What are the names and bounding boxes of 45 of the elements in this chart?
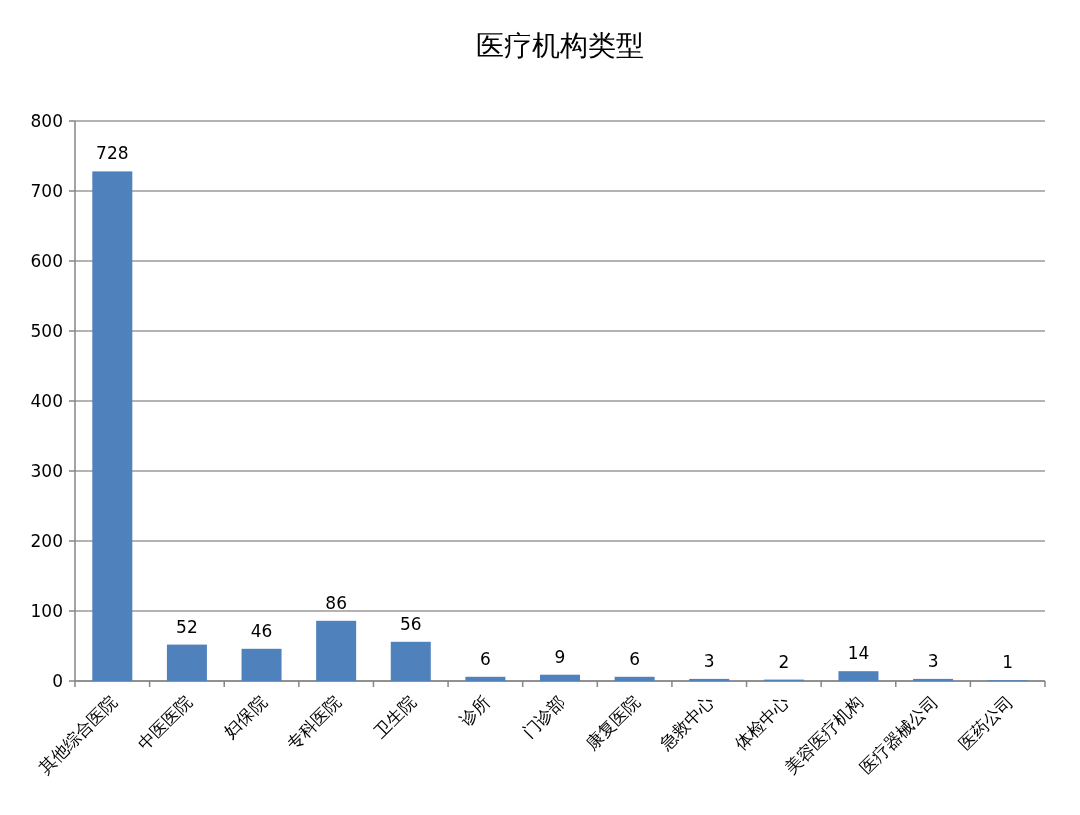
x-tick-label: 中医医院 (133, 691, 196, 754)
data-label: 6 (629, 648, 641, 669)
data-label: 3 (703, 650, 715, 671)
bar (316, 620, 357, 681)
data-label: 86 (325, 592, 347, 613)
y-tick-label: 800 (30, 111, 63, 131)
data-label: 6 (479, 648, 491, 669)
y-tick-label: 100 (30, 601, 63, 621)
x-tick-label: 卫生院 (369, 691, 420, 742)
y-tick-label: 400 (30, 391, 63, 411)
data-label: 56 (399, 613, 422, 634)
y-tick-label: 200 (30, 531, 63, 551)
x-tick-label: 康复医院 (581, 691, 644, 754)
bar (166, 644, 207, 681)
data-label: 2 (778, 651, 790, 672)
data-label: 1 (1002, 652, 1014, 673)
data-label: 9 (554, 646, 566, 667)
y-tick-label: 700 (30, 181, 63, 201)
bar (540, 674, 580, 681)
data-label: 728 (96, 143, 129, 164)
bar (614, 676, 655, 681)
x-tick-label: 诊所 (456, 691, 495, 730)
x-tick-label: 体检中心 (730, 691, 793, 754)
x-tick-label: 急救中心 (655, 691, 719, 755)
x-tick-label: 专科医院 (282, 691, 345, 754)
y-tick-label: 0 (52, 671, 63, 691)
x-tick-label: 妇保院 (220, 691, 271, 742)
y-tick-label: 300 (30, 461, 63, 481)
bar (838, 671, 879, 681)
bar (465, 676, 506, 681)
x-tick-label: 门诊部 (518, 691, 569, 742)
data-label: 46 (250, 620, 273, 641)
data-label: 3 (927, 650, 939, 671)
data-label: 52 (176, 616, 198, 637)
bar (689, 678, 730, 681)
bar (92, 171, 133, 681)
data-label: 14 (847, 643, 870, 664)
x-tick-label: 其他综合医院 (34, 691, 122, 778)
bar (390, 641, 431, 681)
y-tick-label: 600 (30, 251, 63, 271)
bar (241, 648, 282, 681)
chart-title: 医疗机构类型 (476, 29, 644, 62)
x-tick-label: 医药公司 (954, 691, 1017, 754)
bar (913, 678, 954, 681)
y-tick-label: 500 (30, 321, 63, 341)
